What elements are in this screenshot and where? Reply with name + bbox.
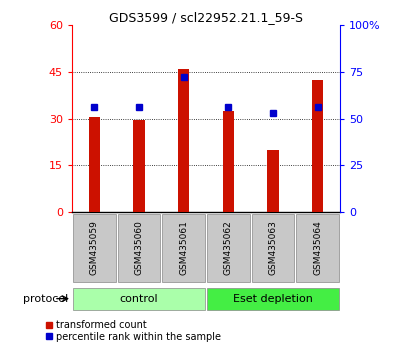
Bar (89, 117, 100, 212)
Legend: transformed count, percentile rank within the sample: transformed count, percentile rank withi… (45, 320, 220, 342)
Text: GSM435061: GSM435061 (179, 220, 188, 275)
Bar (252, 214, 294, 282)
Bar (312, 80, 323, 212)
Bar (223, 111, 234, 212)
Bar (207, 214, 250, 282)
Text: GSM435062: GSM435062 (224, 221, 233, 275)
Text: Eset depletion: Eset depletion (233, 293, 313, 304)
Bar (296, 214, 339, 282)
Text: protocol: protocol (23, 294, 68, 304)
Bar (134, 120, 144, 212)
Bar (162, 214, 205, 282)
Bar (73, 288, 205, 310)
Bar (118, 214, 160, 282)
Bar (178, 69, 189, 212)
Text: GSM435059: GSM435059 (90, 220, 99, 275)
Text: GSM435063: GSM435063 (268, 220, 278, 275)
Text: control: control (120, 293, 158, 304)
Text: GSM435060: GSM435060 (134, 220, 144, 275)
Bar (207, 288, 339, 310)
Text: GSM435064: GSM435064 (313, 221, 322, 275)
Bar (73, 214, 116, 282)
Title: GDS3599 / scl22952.21.1_59-S: GDS3599 / scl22952.21.1_59-S (109, 11, 303, 24)
Bar (268, 150, 278, 212)
